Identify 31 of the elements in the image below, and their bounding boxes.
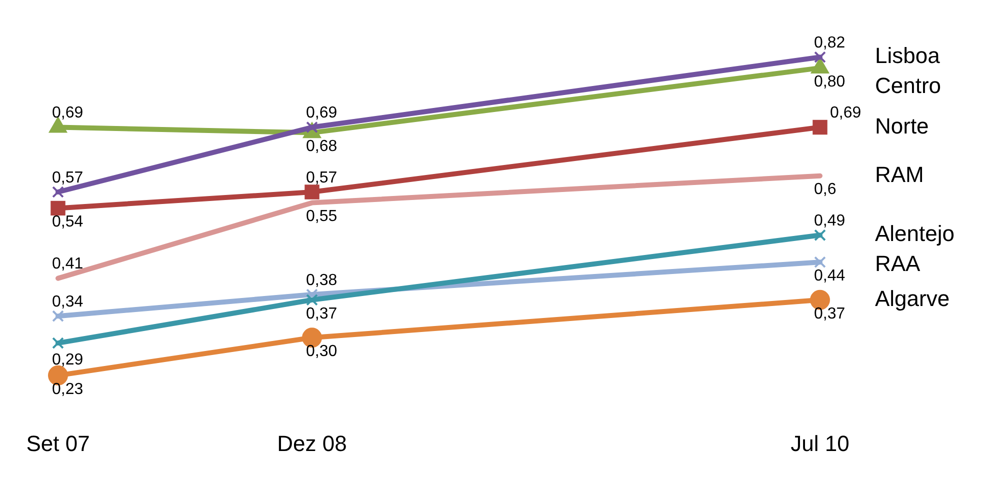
- data-label: 0,34: [52, 293, 84, 310]
- text: Centro: [875, 73, 942, 98]
- data-label: 0,30: [306, 343, 338, 360]
- data-label: 0,29: [52, 351, 84, 368]
- data-label: 0,57: [306, 169, 338, 186]
- data-label: 0,82: [814, 34, 846, 52]
- data-label: 0,69: [306, 104, 338, 122]
- data-label: 0,49: [814, 212, 846, 230]
- text: RAM: [875, 162, 924, 187]
- text: Norte: [875, 113, 929, 138]
- text: Algarve: [875, 286, 950, 311]
- text: Lisboa: [875, 43, 941, 68]
- data-label: 0,37: [814, 305, 846, 322]
- x-tick-label: Jul 10: [790, 430, 850, 456]
- data-label: 0,55: [306, 208, 338, 226]
- data-label: 0,80: [814, 73, 846, 90]
- data-label: 0,23: [52, 380, 84, 398]
- data-label: 0,37: [306, 305, 338, 322]
- data-label: 0,69: [52, 104, 84, 122]
- data-label: 0,44: [814, 268, 846, 285]
- data-label: 0,41: [52, 256, 84, 273]
- data-label: 0,6: [814, 181, 836, 198]
- x-tick-label: Set 07: [26, 430, 90, 456]
- data-label: 0,38: [306, 272, 338, 289]
- data-label: 0,68: [306, 138, 338, 156]
- data-label: 0,54: [52, 214, 84, 231]
- data-label: 0,69: [830, 104, 862, 122]
- data-label: 0,57: [52, 169, 84, 186]
- x-tick-label: Dez 08: [277, 430, 347, 456]
- text: Alentejo: [875, 221, 955, 246]
- text: RAA: [875, 251, 921, 276]
